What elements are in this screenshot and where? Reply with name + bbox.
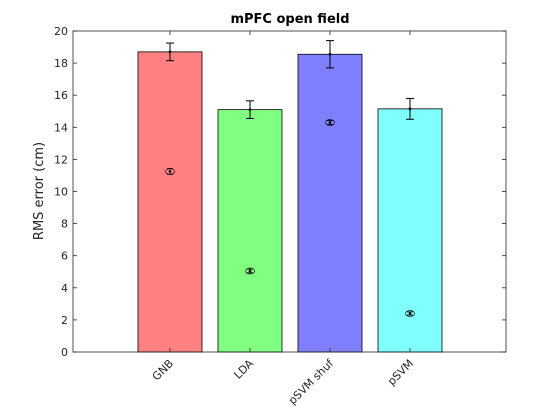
inner-point-center (168, 170, 172, 173)
y-tick-label: 10 (54, 186, 68, 199)
x-tick-label: LDA (231, 357, 256, 382)
error-bars-layer (166, 40, 414, 120)
bar (297, 53, 363, 353)
x-tick-label: pSVM (385, 357, 416, 388)
y-tick-label: 2 (61, 314, 68, 327)
bars-layer (137, 51, 443, 353)
bar-mean-point (328, 52, 332, 56)
y-tick-label: 4 (61, 282, 68, 295)
y-tick-label: 14 (54, 121, 68, 134)
inner-point-center (408, 312, 412, 315)
y-axis: 0 2 4 6 8 10 12 14 16 18 20 (54, 25, 506, 359)
bar (137, 51, 203, 353)
y-tick-label: 12 (54, 153, 68, 166)
y-tick-label: 0 (61, 346, 68, 359)
bar-mean-point (248, 108, 252, 112)
y-tick-label: 6 (61, 250, 68, 263)
chart-title: mPFC open field (230, 12, 349, 27)
bar-mean-point (408, 107, 412, 111)
y-tick-label: 8 (61, 218, 68, 231)
bar-mean-point (168, 50, 172, 54)
y-tick-label: 16 (54, 89, 68, 102)
y-axis-title: RMS error (cm) (32, 142, 47, 240)
x-tick-label: GNB (150, 357, 176, 383)
inner-points-layer (165, 119, 415, 317)
y-tick-label: 20 (54, 25, 68, 38)
inner-point-center (248, 269, 252, 273)
y-tick-label: 18 (54, 57, 68, 70)
inner-point-center (328, 121, 332, 124)
bar (217, 109, 283, 353)
x-tick-label: pSVM shuf (286, 356, 337, 407)
